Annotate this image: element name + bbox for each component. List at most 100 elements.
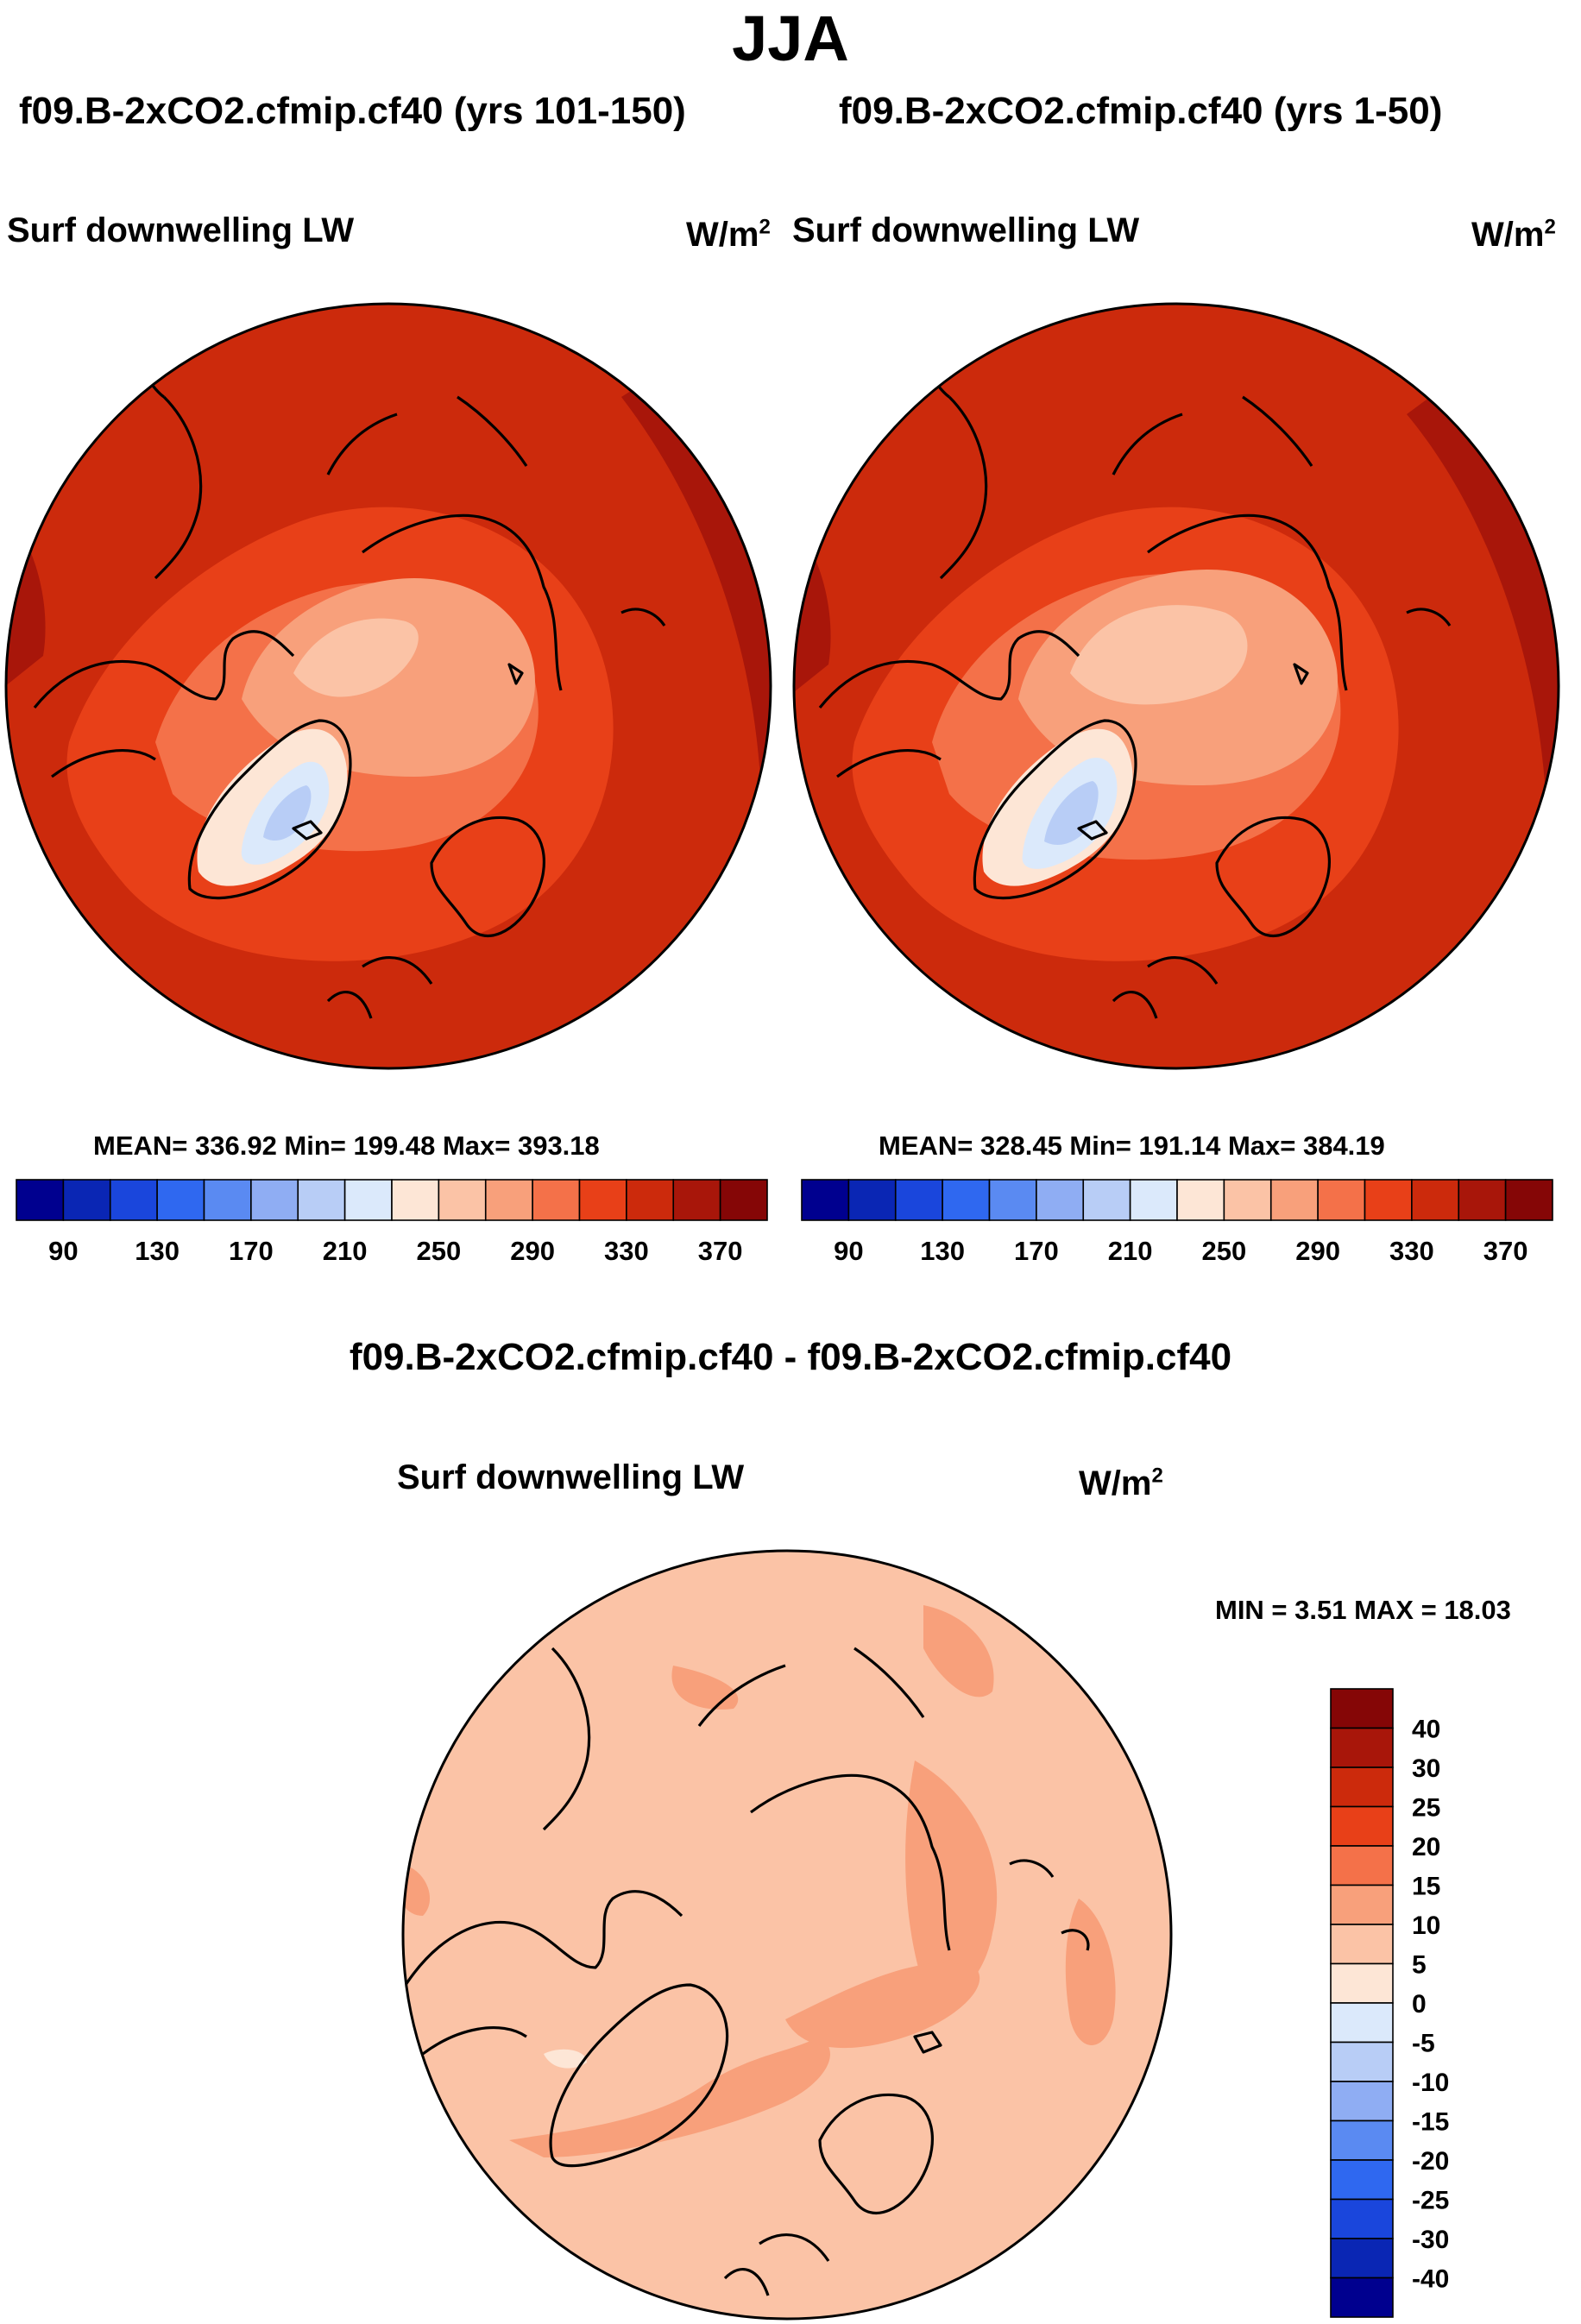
colorbar-2-tick-label: 90 bbox=[834, 1236, 863, 1266]
colorbar-diff-tick-label: 20 bbox=[1412, 1833, 1440, 1861]
colorbar-1-box-5 bbox=[250, 1179, 299, 1221]
map1-coast-greenland bbox=[187, 719, 352, 900]
colorbar-1-box-10 bbox=[484, 1179, 533, 1221]
colorbar-1-box-9 bbox=[438, 1179, 487, 1221]
panel-1-stats: MEAN= 336.92 Min= 199.48 Max= 393.18 bbox=[93, 1131, 600, 1161]
difference-subtitle: f09.B-2xCO2.cfmip.cf40 - f09.B-2xCO2.cfm… bbox=[349, 1336, 1232, 1378]
map2-coast-scandinavia bbox=[1215, 816, 1331, 938]
colorbar-1: 90 130 170 210 250 290 330 370 bbox=[16, 1179, 768, 1266]
colorbar-diff-box-7 bbox=[1330, 1962, 1394, 2004]
colorbar-2-box-5 bbox=[1036, 1179, 1085, 1221]
colorbar-2-tick-label: 170 bbox=[1014, 1236, 1059, 1266]
colorbar-diff-tick-label: 15 bbox=[1412, 1873, 1440, 1901]
colorbar-diff-tick-label: -15 bbox=[1412, 2108, 1449, 2137]
colorbar-1-tick-label: 290 bbox=[510, 1236, 555, 1266]
colorbar-2-tick-label: 210 bbox=[1108, 1236, 1153, 1266]
colorbar-2-box-4 bbox=[988, 1179, 1037, 1221]
difference-minmax: MIN = 3.51 MAX = 18.03 bbox=[1215, 1595, 1511, 1625]
panel-1-subtitle: f09.B-2xCO2.cfmip.cf40 (yrs 101-150) bbox=[19, 90, 686, 132]
colorbar-diff-box-6 bbox=[1330, 1924, 1394, 1965]
colorbar-diff-box-3 bbox=[1330, 1805, 1394, 1847]
colorbar-diff-tick-label: 40 bbox=[1412, 1716, 1440, 1744]
map-difference bbox=[401, 1549, 1173, 2321]
colorbar-2-tick-label: 370 bbox=[1483, 1236, 1528, 1266]
diff-patch-ne bbox=[923, 1605, 994, 1697]
colorbar-1-tick-label: 130 bbox=[135, 1236, 180, 1266]
diff-patch-east bbox=[905, 1760, 998, 2000]
colorbar-2-box-15 bbox=[1504, 1179, 1553, 1221]
colorbar-2-box-8 bbox=[1176, 1179, 1225, 1221]
colorbar-diff-box-14 bbox=[1330, 2238, 1394, 2279]
colorbar-1-box-14 bbox=[672, 1179, 721, 1221]
colorbar-1-box-2 bbox=[109, 1179, 158, 1221]
map2-greenland-core bbox=[1044, 781, 1099, 845]
colorbar-2-box-11 bbox=[1317, 1179, 1366, 1221]
map2-arctic-core bbox=[1070, 605, 1248, 705]
colorbar-2-box-9 bbox=[1223, 1179, 1272, 1221]
colorbar-diff-tick-label: -30 bbox=[1412, 2226, 1449, 2254]
diff-coast-scandinavia bbox=[818, 2093, 934, 2215]
diff-patch-far-east bbox=[1065, 1899, 1116, 2045]
panel-1-units: W/m2 bbox=[686, 215, 771, 254]
colorbar-diff-box-11 bbox=[1330, 2119, 1394, 2161]
colorbar-diff-box-0 bbox=[1330, 1688, 1394, 1729]
panel-2-stats: MEAN= 328.45 Min= 191.14 Max= 384.19 bbox=[879, 1131, 1385, 1161]
colorbar-1-box-13 bbox=[626, 1179, 675, 1221]
colorbar-1-box-15 bbox=[719, 1179, 768, 1221]
colorbar-2-tick-label: 130 bbox=[920, 1236, 965, 1266]
panel-2-variable: Surf downwelling LW bbox=[792, 211, 1140, 249]
colorbar-diff-box-13 bbox=[1330, 2198, 1394, 2239]
difference-variable: Surf downwelling LW bbox=[397, 1458, 745, 1496]
colorbar-2-box-0 bbox=[801, 1179, 850, 1221]
colorbar-1-tick-label: 370 bbox=[698, 1236, 743, 1266]
colorbar-1-box-7 bbox=[343, 1179, 393, 1221]
colorbar-1-box-6 bbox=[297, 1179, 346, 1221]
colorbar-1-box-12 bbox=[578, 1179, 627, 1221]
colorbar-1-box-11 bbox=[532, 1179, 581, 1221]
colorbar-diff-tick-label: -5 bbox=[1412, 2030, 1435, 2058]
colorbar-2-box-14 bbox=[1458, 1179, 1507, 1221]
diff-patch-light bbox=[544, 2049, 587, 2069]
diff-patch-siberia bbox=[785, 1962, 980, 2049]
colorbar-diff-box-10 bbox=[1330, 2081, 1394, 2122]
diff-bg-fill bbox=[403, 1551, 1171, 2319]
diff-patch-north bbox=[671, 1666, 739, 1710]
diff-coast-islands bbox=[913, 1859, 1090, 2054]
colorbar-diff-box-15 bbox=[1330, 2277, 1394, 2318]
colorbar-2-tick-label: 250 bbox=[1202, 1236, 1247, 1266]
colorbar-diff-tick-label: 30 bbox=[1412, 1754, 1440, 1783]
map1-arctic-core bbox=[293, 618, 419, 697]
diff-map-border bbox=[401, 1549, 1173, 2321]
colorbar-diff-box-2 bbox=[1330, 1767, 1394, 1808]
map2-coast-europe bbox=[1112, 956, 1219, 1019]
colorbar-diff-box-4 bbox=[1330, 1845, 1394, 1886]
map1-border bbox=[4, 302, 772, 1070]
colorbar-diff-box-1 bbox=[1330, 1727, 1394, 1768]
map1-coast-scandinavia bbox=[430, 816, 545, 938]
colorbar-diff-tick-label: 5 bbox=[1412, 1951, 1427, 1980]
map2-coast-greenland bbox=[973, 719, 1137, 900]
panel-2-subtitle: f09.B-2xCO2.cfmip.cf40 (yrs 1-50) bbox=[839, 90, 1443, 132]
colorbar-2: 90 130 170 210 250 290 330 370 bbox=[801, 1179, 1553, 1266]
map1-coast-siberia bbox=[326, 395, 563, 691]
colorbar-2-box-2 bbox=[894, 1179, 943, 1221]
colorbar-1-box-4 bbox=[203, 1179, 252, 1221]
diff-coast-greenland bbox=[549, 1983, 729, 2168]
map1-coast-islands bbox=[292, 608, 666, 841]
colorbar-2-box-13 bbox=[1411, 1179, 1460, 1221]
map-panel-2 bbox=[792, 302, 1560, 1070]
map2-coast-canada bbox=[818, 630, 1080, 778]
colorbar-diff-tick-label: 25 bbox=[1412, 1794, 1440, 1823]
colorbar-difference: 40 30 25 20 15 10 5 0 -5 -10 -15 -20 -25 -30 -40 bbox=[1330, 1688, 1449, 2318]
colorbar-1-box-1 bbox=[62, 1179, 111, 1221]
colorbar-diff-box-12 bbox=[1330, 2159, 1394, 2201]
diff-coast-alaska bbox=[542, 1647, 591, 1831]
map1-coast-europe bbox=[326, 956, 433, 1019]
colorbar-2-box-6 bbox=[1082, 1179, 1131, 1221]
panel-2-units: W/m2 bbox=[1471, 215, 1556, 254]
colorbar-1-box-8 bbox=[391, 1179, 440, 1221]
colorbar-1-tick-label: 90 bbox=[48, 1236, 78, 1266]
colorbar-2-tick-label: 290 bbox=[1295, 1236, 1340, 1266]
map2-coast-siberia bbox=[1112, 395, 1348, 691]
colorbar-1-box-3 bbox=[156, 1179, 205, 1221]
